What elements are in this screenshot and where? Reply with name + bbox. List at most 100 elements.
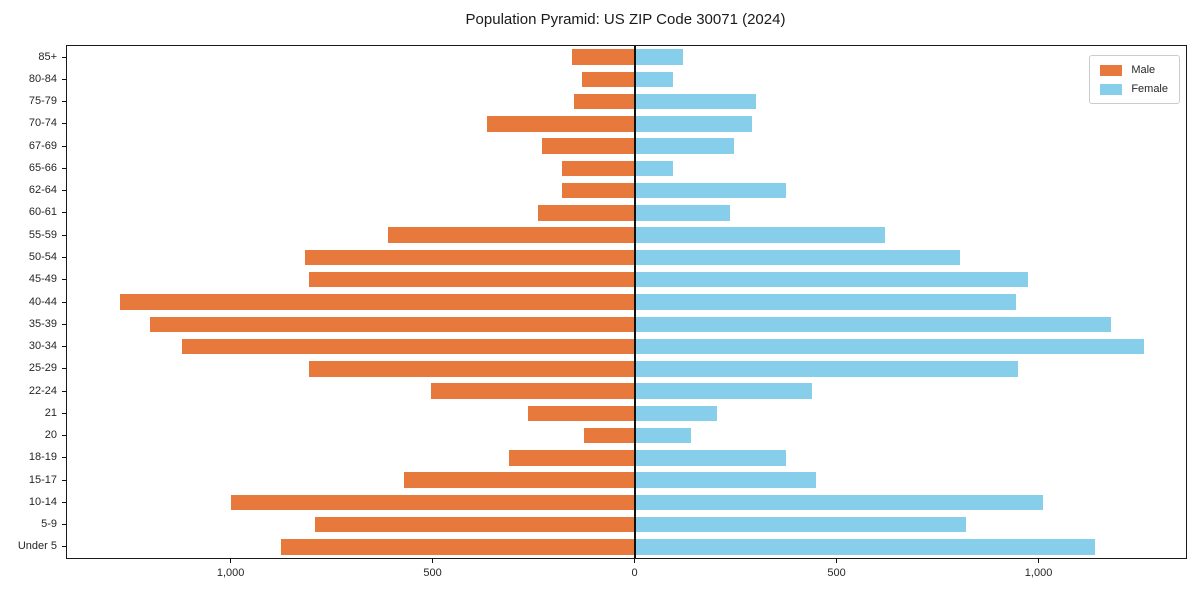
male-bar <box>149 316 635 332</box>
female-bar <box>634 205 730 221</box>
male-bar <box>182 338 635 355</box>
male-bar <box>571 49 635 65</box>
legend-label-male: Male <box>1131 64 1156 76</box>
y-axis-label: 22-24 <box>28 384 57 397</box>
male-bar <box>309 271 635 288</box>
female-bar <box>634 49 684 65</box>
female-bar <box>634 316 1112 332</box>
female-bar <box>634 71 673 88</box>
female-bar <box>634 294 1017 310</box>
female-bar <box>634 138 734 154</box>
y-tick-mark <box>62 346 67 348</box>
x-axis-tick-label: 1,000 <box>216 567 245 579</box>
y-tick-mark <box>62 167 67 169</box>
y-axis-label: 21 <box>44 406 57 419</box>
female-bar <box>634 271 1029 288</box>
y-axis-label: 60-61 <box>28 206 57 219</box>
chart-title: Population Pyramid: US ZIP Code 30071 (2… <box>465 11 786 28</box>
y-axis-label: 25-29 <box>28 362 57 375</box>
male-bar <box>430 383 635 399</box>
y-tick-mark <box>62 323 67 325</box>
female-bar <box>634 383 813 399</box>
y-axis-label: 18-19 <box>28 451 57 464</box>
y-tick-mark <box>62 234 67 236</box>
female-bar <box>634 494 1043 511</box>
male-bar <box>582 71 635 88</box>
y-axis-label: 45-49 <box>28 273 57 286</box>
female-bar <box>634 249 960 266</box>
female-bar <box>634 160 673 177</box>
male-bar <box>487 116 635 132</box>
x-axis-tick-label: 0 <box>631 567 638 579</box>
male-bar <box>404 472 635 488</box>
y-tick-mark <box>62 301 67 303</box>
male-bar <box>561 160 635 177</box>
y-axis-label: 75-79 <box>28 95 57 108</box>
female-bar <box>634 361 1019 377</box>
y-tick-mark <box>62 145 67 147</box>
legend-item-female: Female <box>1100 83 1168 95</box>
y-tick-mark <box>62 501 67 503</box>
male-bar <box>527 405 635 422</box>
male-bar <box>305 249 635 266</box>
y-axis-label: Under 5 <box>17 540 57 553</box>
male-bar <box>537 205 635 221</box>
female-swatch-icon <box>1100 83 1123 95</box>
x-tick-mark <box>634 558 636 563</box>
x-tick-mark <box>230 558 232 563</box>
legend-item-male: Male <box>1100 64 1168 76</box>
x-tick-mark <box>432 558 434 563</box>
y-tick-mark <box>62 457 67 459</box>
y-tick-mark <box>62 546 67 548</box>
y-axis-label: 55-59 <box>28 228 57 241</box>
male-bar <box>573 93 635 110</box>
x-axis-tick-label: 500 <box>423 567 442 579</box>
x-tick-mark <box>836 558 838 563</box>
y-axis-label: 15-17 <box>28 473 57 486</box>
female-bar <box>634 338 1144 355</box>
x-axis-tick-label: 500 <box>827 567 846 579</box>
female-bar <box>634 93 756 110</box>
y-axis-label: 20 <box>44 429 57 442</box>
y-axis-label: 35-39 <box>28 317 57 330</box>
y-tick-mark <box>62 390 67 392</box>
y-axis-label: 62-64 <box>28 184 57 197</box>
female-bar <box>634 516 966 533</box>
y-tick-mark <box>62 412 67 414</box>
y-axis-label: 80-84 <box>28 72 57 85</box>
y-tick-mark <box>62 78 67 80</box>
y-tick-mark <box>62 190 67 192</box>
female-bar <box>634 405 718 422</box>
zero-axis-line <box>633 46 636 558</box>
y-tick-mark <box>62 524 67 526</box>
y-tick-mark <box>62 123 67 125</box>
y-tick-mark <box>62 368 67 370</box>
male-bar <box>309 361 635 377</box>
male-bar <box>561 182 635 199</box>
y-axis-label: 65-66 <box>28 161 57 174</box>
male-bar <box>509 450 635 466</box>
y-axis-label: 70-74 <box>28 117 57 130</box>
y-tick-mark <box>62 56 67 58</box>
x-tick-mark <box>1038 558 1040 563</box>
y-axis-label: 5-9 <box>41 518 57 531</box>
male-swatch-icon <box>1100 64 1123 76</box>
male-bar <box>584 427 635 444</box>
female-bar <box>634 539 1096 555</box>
y-axis-label: 67-69 <box>28 139 57 152</box>
y-tick-mark <box>62 256 67 258</box>
y-tick-mark <box>62 279 67 281</box>
female-bar <box>634 427 692 444</box>
y-axis-label: 85+ <box>38 50 57 63</box>
y-tick-mark <box>62 101 67 103</box>
female-bar <box>634 472 817 488</box>
male-bar <box>315 516 635 533</box>
y-axis-label: 40-44 <box>28 295 57 308</box>
female-bar <box>634 116 752 132</box>
y-tick-mark <box>62 479 67 481</box>
male-bar <box>281 539 635 555</box>
male-bar <box>119 294 635 310</box>
y-axis-label: 30-34 <box>28 340 57 353</box>
y-tick-mark <box>62 212 67 214</box>
